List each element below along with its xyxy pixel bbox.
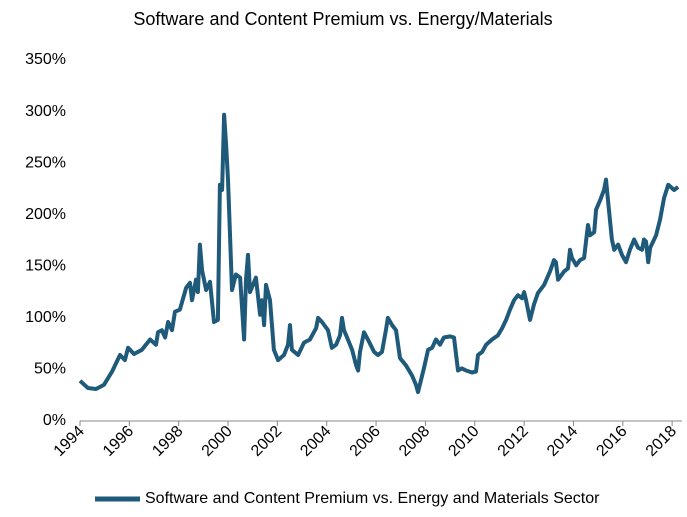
x-tick-label: 2018: [643, 423, 680, 460]
y-tick-label: 0%: [43, 412, 66, 429]
x-tick-label: 2002: [248, 423, 285, 460]
y-tick-label: 300%: [25, 103, 66, 120]
x-tick-label: 2008: [396, 423, 433, 460]
x-tick-label: 2010: [445, 423, 482, 460]
x-tick-label: 2016: [593, 423, 630, 460]
y-tick-label: 100%: [25, 309, 66, 326]
y-tick-label: 250%: [25, 154, 66, 171]
data-line: [78, 112, 680, 395]
x-tick-label: 1996: [100, 423, 137, 460]
chart-title: Software and Content Premium vs. Energy/…: [133, 9, 552, 29]
x-tick-label: 2006: [347, 423, 384, 460]
x-tick-label: 2000: [199, 423, 236, 460]
legend-label: Software and Content Premium vs. Energy …: [145, 490, 600, 507]
y-tick-label: 350%: [25, 51, 66, 68]
y-tick-label: 150%: [25, 258, 66, 275]
x-tick-label: 2012: [495, 423, 532, 460]
y-tick-label: 50%: [34, 361, 66, 378]
x-tick-label: 2004: [297, 423, 334, 460]
x-tick-label: 2014: [544, 423, 581, 460]
x-tick-label: 1998: [149, 423, 186, 460]
y-tick-label: 200%: [25, 206, 66, 223]
